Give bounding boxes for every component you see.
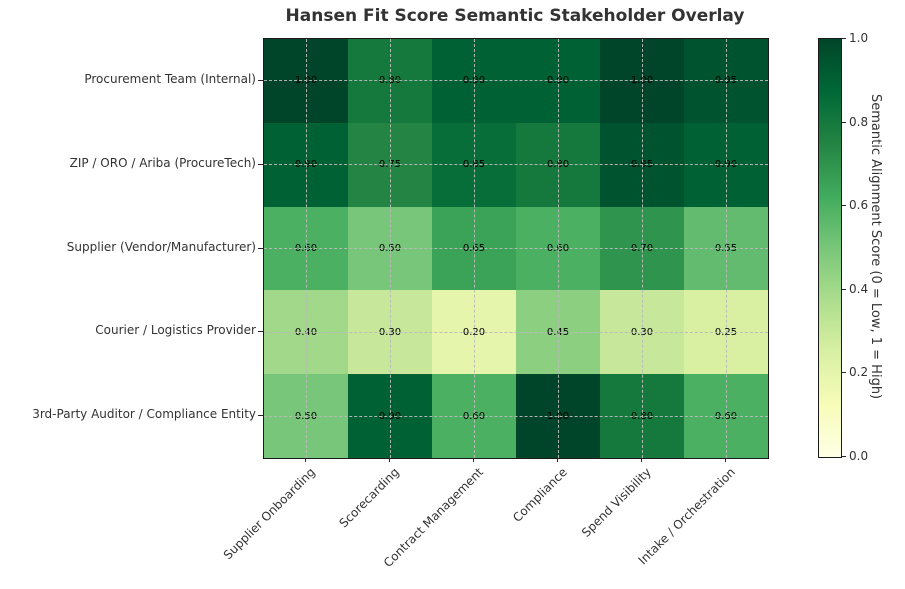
- colorbar-tick-mark: [842, 288, 846, 290]
- y-tick-label: ZIP / ORO / Ariba (ProcureTech): [69, 155, 256, 170]
- colorbar-tick-mark: [842, 121, 846, 123]
- x-tick-mark: [641, 458, 642, 462]
- colorbar-tick-mark: [842, 456, 846, 457]
- gridline-horizontal: [264, 80, 768, 82]
- colorbar-label: Semantic Alignment Score (0 = Low, 1 = H…: [868, 94, 883, 400]
- gridline-horizontal: [264, 331, 768, 333]
- y-tick-mark: [258, 415, 263, 417]
- colorbar-tick-label: 0.6: [849, 198, 869, 213]
- y-tick-label: Procurement Team (Internal): [84, 71, 256, 86]
- chart-title: Hansen Fit Score Semantic Stakeholder Ov…: [285, 6, 745, 26]
- x-tick-mark: [389, 458, 390, 462]
- x-tick-label: Supplier Onboarding: [220, 465, 318, 563]
- gridline-horizontal: [264, 415, 768, 417]
- x-tick-mark: [725, 458, 726, 462]
- colorbar-tick-mark: [842, 205, 846, 207]
- x-tick-mark: [557, 458, 558, 462]
- x-tick-label: Intake / Orchestration: [635, 465, 738, 568]
- y-tick-mark: [258, 247, 263, 249]
- y-tick-mark: [258, 79, 263, 81]
- colorbar-tick-label: 0.8: [849, 114, 869, 129]
- y-tick-label: Courier / Logistics Provider: [95, 323, 256, 338]
- y-tick-mark: [258, 163, 263, 165]
- colorbar-tick-label: 0.2: [849, 365, 869, 380]
- x-tick-mark: [305, 458, 306, 462]
- x-tick-label: Scorecarding: [336, 465, 402, 531]
- x-tick-label: Spend Visibility: [578, 465, 654, 540]
- y-tick-label: Supplier (Vendor/Manufacturer): [66, 239, 256, 254]
- x-tick-label: Compliance: [510, 465, 570, 525]
- colorbar-tick-label: 1.0: [849, 31, 869, 45]
- gridline-horizontal: [264, 164, 768, 166]
- heatmap-grid: 1.00 0.80 0.90 0.90 1.00 0.95 0.90 0.75 0.85 0.80…: [263, 38, 769, 459]
- colorbar-tick-label: 0.4: [849, 281, 869, 296]
- y-tick-mark: [258, 331, 263, 333]
- x-tick-label: Contract Management: [380, 465, 486, 570]
- y-tick-label: 3rd-Party Auditor / Compliance Entity: [32, 407, 256, 422]
- colorbar-tick-mark: [842, 38, 846, 39]
- colorbar-tick-label: 0.0: [849, 449, 869, 463]
- colorbar: [818, 38, 842, 458]
- x-tick-mark: [473, 458, 474, 462]
- colorbar-tick-mark: [842, 372, 846, 374]
- gridline-horizontal: [264, 248, 768, 249]
